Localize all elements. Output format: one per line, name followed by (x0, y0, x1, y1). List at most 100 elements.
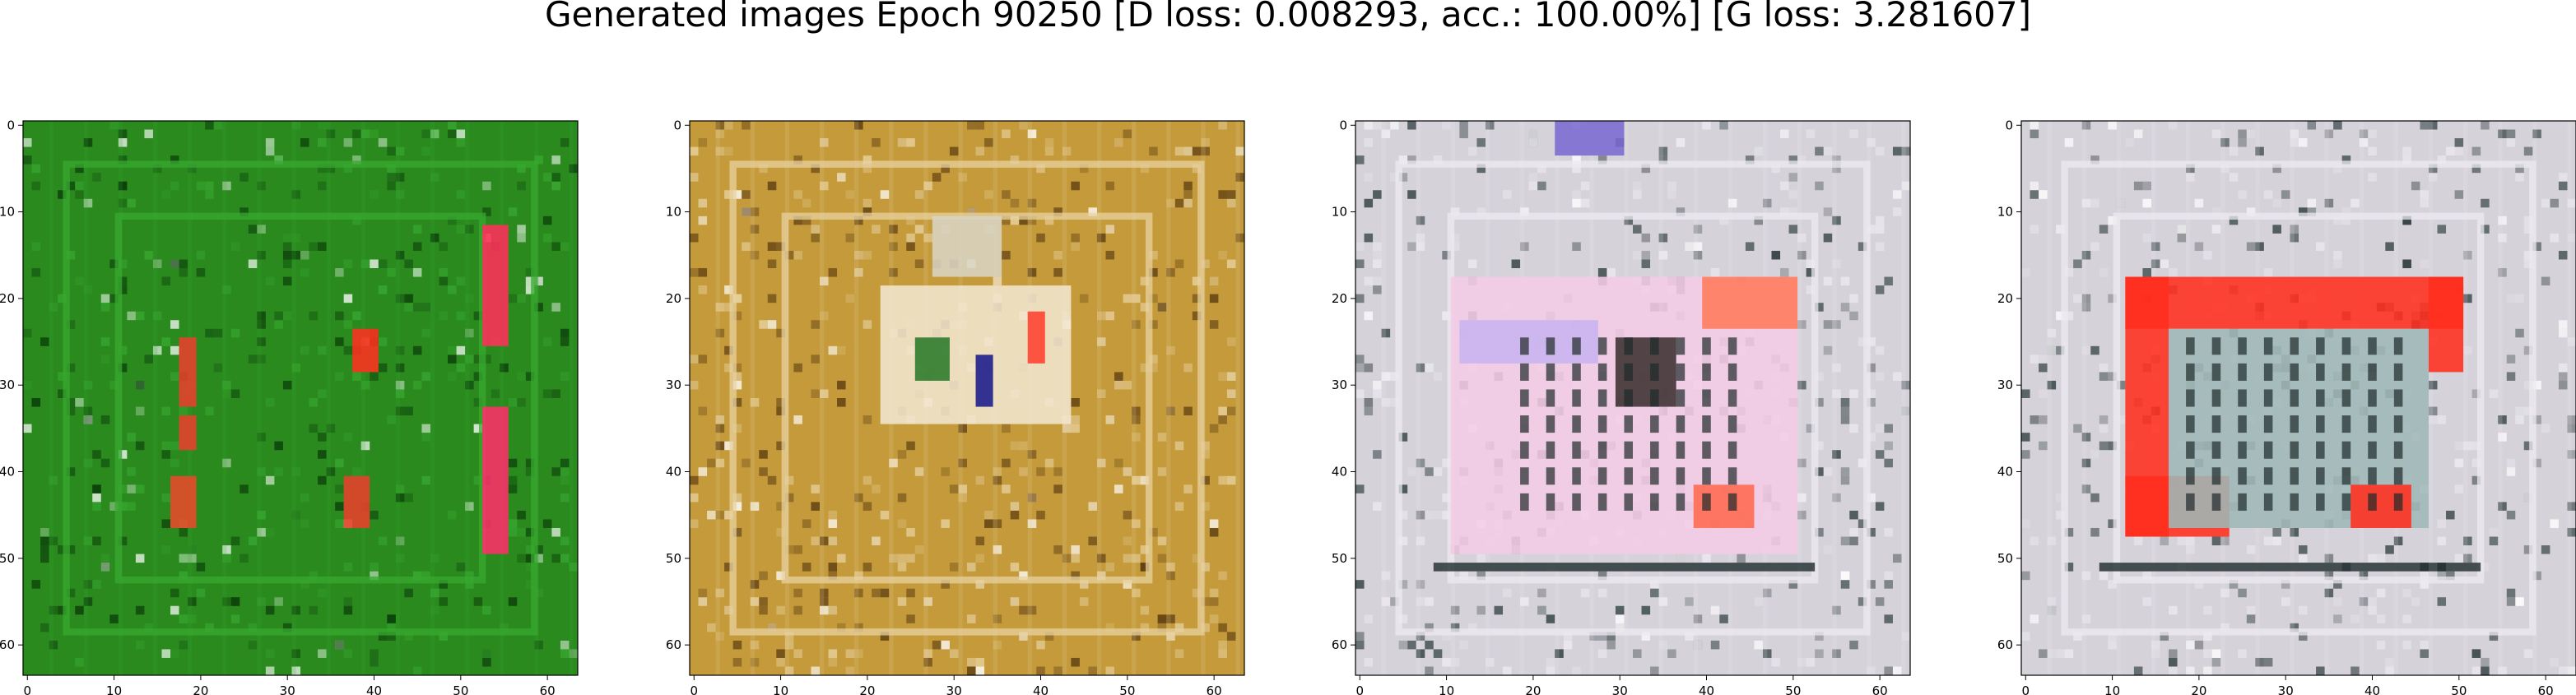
stripe (326, 121, 331, 675)
noise-pixel (1071, 554, 1080, 563)
noise-pixel (127, 502, 136, 511)
noise-pixel (1650, 666, 1659, 675)
noise-pixel (395, 380, 405, 390)
noise-pixel (975, 666, 985, 675)
noise-pixel (387, 614, 396, 623)
noise-pixel (1079, 597, 1089, 606)
noise-pixel (854, 588, 863, 598)
noise-pixel (975, 554, 985, 563)
noise-pixel (1079, 294, 1089, 303)
figure-title: Generated images Epoch 90250 [D loss: 0.… (544, 0, 2032, 35)
x-tick-label: 10 (2104, 683, 2120, 695)
noise-pixel (2090, 450, 2099, 459)
noise-pixel (2081, 484, 2091, 493)
noise-pixel (1858, 458, 1867, 468)
noise-pixel (343, 345, 353, 355)
x-tick-label: 20 (859, 683, 875, 695)
noise-pixel (40, 554, 49, 563)
noise-pixel (1425, 363, 1434, 373)
noise-pixel (1745, 155, 1755, 164)
window-pixel (1702, 493, 1711, 511)
noise-pixel (698, 198, 708, 208)
window-pixel (1727, 389, 1737, 407)
noise-pixel (1079, 164, 1089, 174)
window-pixel (1546, 337, 1555, 355)
noise-pixel (58, 190, 67, 199)
noise-pixel (439, 268, 449, 277)
noise-pixel (473, 424, 483, 433)
noise-pixel (1815, 527, 1824, 537)
noise-pixel (1192, 146, 1202, 156)
image-pixels (1355, 121, 1910, 675)
noise-pixel (1140, 363, 1150, 373)
noise-pixel (2030, 181, 2039, 191)
noise-pixel (300, 250, 309, 260)
noise-pixel (534, 640, 543, 650)
noise-pixel (1071, 571, 1080, 581)
noise-pixel (1010, 510, 1020, 520)
noise-pixel (31, 164, 41, 174)
noise-pixel (2567, 424, 2576, 433)
y-tick-label: 30 (1332, 378, 1347, 392)
noise-pixel (1710, 268, 1720, 277)
noise-pixel (1520, 242, 1529, 251)
noise-pixel (2402, 146, 2411, 156)
noise-pixel (854, 268, 863, 277)
noise-pixel (161, 406, 171, 416)
noise-pixel (1010, 563, 1020, 572)
noise-pixel (188, 597, 197, 606)
noise-pixel (1027, 493, 1037, 503)
window-pixel (2263, 493, 2273, 511)
noise-pixel (1867, 580, 1876, 589)
noise-pixel (1823, 345, 1833, 355)
noise-pixel (2047, 536, 2057, 546)
noise-pixel (2263, 190, 2273, 199)
noise-pixel (525, 372, 535, 381)
noise-pixel (1650, 588, 1659, 598)
noise-pixel (534, 276, 543, 286)
noise-pixel (1209, 597, 1219, 606)
window-pixel (1624, 389, 1633, 407)
noise-pixel (2420, 121, 2429, 130)
window-pixel (1572, 493, 1581, 511)
noise-pixel (2299, 545, 2308, 554)
noise-pixel (1105, 623, 1115, 632)
noise-pixel (1071, 415, 1080, 424)
noise-pixel (2056, 311, 2065, 321)
noise-pixel (1123, 554, 1132, 563)
noise-pixel (1433, 510, 1443, 520)
noise-pixel (889, 268, 898, 277)
noise-pixel (1416, 215, 1425, 225)
noise-pixel (421, 146, 430, 156)
noise-pixel (352, 372, 361, 381)
noise-pixel (993, 475, 1002, 485)
noise-pixel (1027, 605, 1037, 615)
noise-pixel (2368, 554, 2377, 563)
noise-pixel (1355, 389, 1365, 398)
noise-pixel (1364, 398, 1374, 407)
noise-pixel (265, 398, 275, 407)
noise-pixel (2567, 415, 2576, 424)
noise-pixel (1373, 242, 1382, 251)
noise-pixel (2281, 190, 2290, 199)
noise-pixel (872, 138, 881, 147)
stripe (1096, 121, 1102, 675)
noise-pixel (1867, 433, 1876, 442)
noise-pixel (222, 389, 231, 398)
noise-pixel (291, 250, 300, 260)
noise-pixel (1192, 294, 1202, 303)
noise-pixel (257, 527, 266, 537)
noise-pixel (300, 519, 309, 528)
noise-pixel (118, 484, 128, 493)
noise-pixel (854, 649, 863, 658)
noise-pixel (1875, 502, 1885, 511)
window-pixel (1572, 363, 1581, 381)
noise-pixel (1373, 285, 1382, 294)
noise-pixel (2532, 380, 2541, 390)
window-pixel (1727, 415, 1737, 433)
noise-pixel (1364, 198, 1374, 208)
noise-pixel (560, 649, 570, 658)
noise-pixel (1381, 597, 1391, 606)
window-pixel (1650, 467, 1659, 485)
